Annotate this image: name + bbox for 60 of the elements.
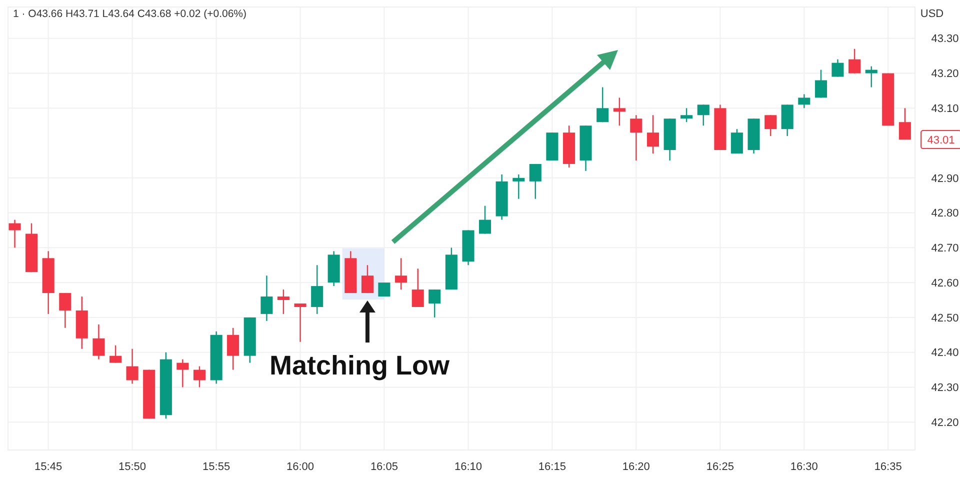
candlestick: [227, 327, 240, 370]
candlestick: [478, 205, 492, 234]
candlestick: [613, 97, 626, 126]
candlestick: [630, 114, 642, 162]
y-tick-label: 43.10: [931, 103, 959, 116]
x-tick-label: 16:05: [370, 461, 398, 473]
candlestick: [764, 114, 777, 137]
annotation: Matching Low: [269, 350, 450, 381]
candlestick: [59, 292, 72, 329]
x-tick-label: 16:25: [706, 461, 734, 473]
candlestick: [512, 174, 525, 200]
candlestick: [646, 114, 659, 154]
y-tick-label: 42.20: [931, 416, 959, 429]
y-tick-label: 42.50: [931, 312, 959, 324]
chart-title: 1 · O43.66 H43.71 L43.64 C43.68 +0.02 (+0.06%): [13, 8, 246, 20]
x-tick-label: 15:50: [118, 461, 146, 473]
y-axis-title: USD: [920, 8, 944, 20]
candlestick: [311, 264, 324, 315]
y-tick-label: 42.30: [931, 382, 959, 394]
candlestick: [529, 163, 542, 200]
candlestick: [126, 348, 138, 384]
candlestick: [294, 302, 306, 342]
candlestick: [277, 288, 290, 315]
candlestick: [176, 358, 189, 388]
candlestick: [798, 94, 810, 109]
x-tick-label: 16:20: [622, 461, 650, 473]
candlestick: [697, 104, 710, 126]
candlestick: [865, 66, 878, 88]
candlestick: [412, 268, 424, 308]
y-tick-label: 42.40: [931, 347, 959, 360]
candlestick: [8, 219, 21, 248]
y-tick-label: 43.30: [931, 33, 959, 46]
x-tick-label: 15:45: [34, 461, 62, 473]
y-tick-label: 42.60: [931, 277, 959, 290]
candlestick: [395, 258, 408, 290]
candlestick: [848, 48, 861, 74]
y-tick-label: 42.80: [931, 208, 959, 220]
candlestick: [92, 324, 105, 360]
y-tick-label: 42.90: [931, 172, 959, 185]
candlestick: [378, 282, 390, 298]
candlestick: [361, 264, 374, 294]
x-tick-label: 16:35: [874, 461, 902, 473]
candlestick: [110, 344, 122, 364]
x-tick-label: 16:15: [538, 461, 566, 473]
candlestick: [193, 366, 206, 388]
y-tick-label: 42.70: [931, 242, 959, 255]
candlestick: [814, 69, 827, 98]
candlestick: [832, 58, 844, 78]
text: 43.01: [927, 134, 955, 146]
candlestick: [730, 128, 743, 154]
x-tick-label: 16:00: [286, 461, 314, 473]
x-tick-label: 16:30: [790, 461, 818, 473]
y-tick-label: 43.20: [931, 68, 959, 80]
candlestick: [428, 288, 441, 318]
x-tick-label: 15:55: [202, 461, 230, 473]
x-tick-label: 16:10: [454, 461, 482, 473]
candlestick: [680, 108, 693, 123]
candlestick: [596, 86, 609, 123]
candlestick: [898, 108, 911, 140]
candlestick: [260, 274, 273, 322]
